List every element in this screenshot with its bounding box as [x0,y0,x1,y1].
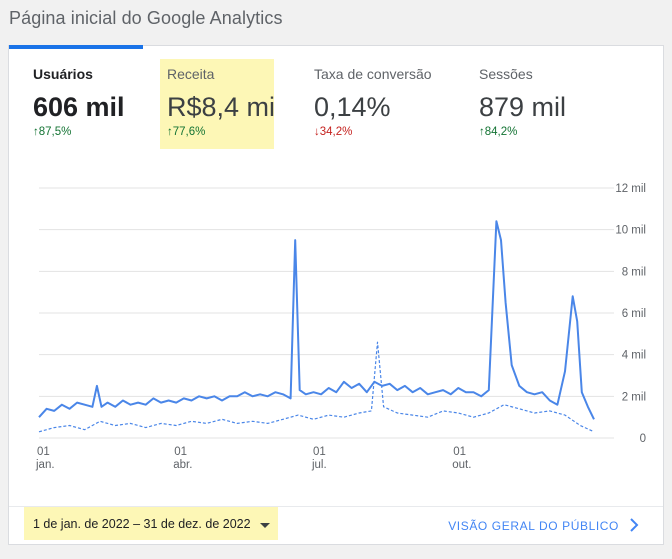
metric-value: 606 mil [33,92,125,122]
y-tick-label: 12 mil [615,183,646,195]
metric-delta: ↑84,2% [479,126,518,138]
metric-label: Taxa de conversão [314,66,432,82]
chevron-right-icon[interactable] [627,518,641,532]
active-tab-indicator [9,45,143,49]
arrow-up-icon: ↑ [33,126,39,138]
x-tick-day: 01 [313,446,326,458]
series-line-previous [38,341,595,433]
date-range-selector[interactable]: 1 de jan. de 2022 – 31 de dez. de 2022 [33,517,251,531]
audience-overview-link[interactable]: VISÃO GERAL DO PÚBLICO [448,519,619,533]
arrow-up-icon: ↑ [479,126,485,138]
y-tick-label: 8 mil [622,266,646,278]
y-tick-label: 0 [640,433,646,445]
y-tick-label: 2 mil [622,391,646,403]
footer-divider [9,506,663,507]
metric-value: R$8,4 mi [167,92,276,122]
page-title: Página inicial do Google Analytics [9,8,283,28]
metric-sessoes[interactable]: Sessões 879 mil ↑84,2% [479,66,589,150]
metric-receita[interactable]: Receita R$8,4 mi ↑77,6% [167,66,275,150]
metric-value: 879 mil [479,92,567,122]
y-tick-label: 4 mil [622,350,646,362]
metric-label: Receita [167,66,215,82]
metric-value: 0,14% [314,92,391,122]
x-tick-month: jan. [35,459,55,471]
x-tick-month: jul. [311,459,327,471]
x-tick-day: 01 [453,446,466,458]
x-tick-day: 01 [174,446,187,458]
x-tick-day: 01 [37,446,50,458]
x-tick-month: out. [452,459,471,471]
series-line-current [38,220,595,420]
analytics-card: Usuários 606 mil ↑87,5% Receita R$8,4 mi… [8,45,664,545]
y-tick-label: 6 mil [622,308,646,320]
caret-down-icon[interactable] [260,523,270,528]
metric-taxa-conversao[interactable]: Taxa de conversão 0,14% ↓34,2% [314,66,444,150]
metric-label: Sessões [479,66,533,82]
date-highlight [24,507,278,540]
x-tick-month: abr. [173,459,192,471]
arrow-down-icon: ↓ [314,126,320,138]
metric-delta: ↑87,5% [33,126,72,138]
metric-usuarios[interactable]: Usuários 606 mil ↑87,5% [33,66,143,150]
metric-delta: ↓34,2% [314,126,353,138]
y-tick-label: 10 mil [615,225,646,237]
arrow-up-icon: ↑ [167,126,173,138]
metric-label: Usuários [33,66,93,82]
metric-delta: ↑77,6% [167,126,206,138]
revenue-highlight [160,59,274,149]
